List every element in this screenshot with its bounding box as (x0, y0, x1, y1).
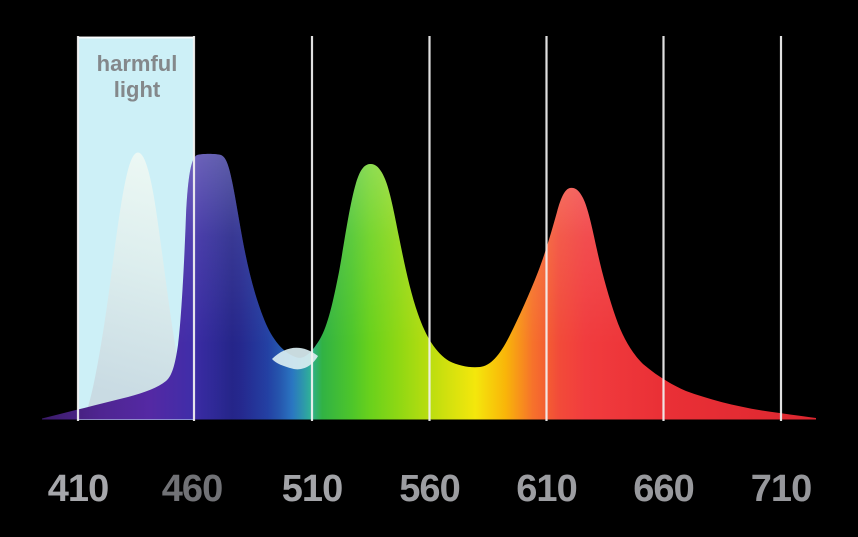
filtered-light-ghost-peak (84, 152, 193, 419)
axis-tick-460: 460 (162, 468, 222, 510)
axis-tick-510: 510 (282, 468, 342, 510)
axis-tick-labels: 410 460 510 560 610 660 710 (48, 468, 812, 510)
axis-tick-660: 660 (633, 468, 693, 510)
harmful-light-label-line1: harmful (97, 51, 178, 76)
valley-highlight (272, 347, 318, 370)
harmful-light-label-line2: light (114, 77, 161, 102)
gridlines (76, 36, 783, 421)
axis-tick-610: 610 (516, 468, 576, 510)
axis-tick-560: 560 (399, 468, 459, 510)
axis-tick-410: 410 (48, 468, 108, 510)
axis-tick-710: 710 (751, 468, 811, 510)
